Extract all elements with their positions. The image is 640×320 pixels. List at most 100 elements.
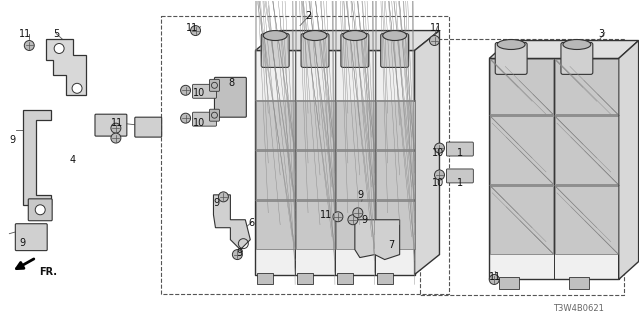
Bar	[489, 59, 619, 279]
Text: 7: 7	[388, 240, 394, 250]
Bar	[336, 101, 375, 149]
Text: 8: 8	[228, 78, 234, 88]
Circle shape	[232, 250, 243, 260]
Circle shape	[180, 113, 191, 123]
Circle shape	[489, 275, 499, 284]
Text: 9: 9	[19, 238, 26, 248]
Circle shape	[35, 205, 45, 215]
FancyBboxPatch shape	[28, 199, 52, 221]
FancyBboxPatch shape	[495, 43, 527, 74]
Polygon shape	[255, 31, 440, 51]
Polygon shape	[46, 38, 86, 95]
Circle shape	[24, 41, 35, 51]
Ellipse shape	[343, 31, 367, 41]
FancyBboxPatch shape	[297, 273, 313, 284]
FancyBboxPatch shape	[381, 34, 408, 68]
Circle shape	[111, 123, 121, 133]
Circle shape	[218, 192, 228, 202]
Text: 11: 11	[111, 118, 123, 128]
FancyBboxPatch shape	[209, 109, 220, 121]
Bar	[296, 101, 335, 149]
Text: 9: 9	[10, 135, 15, 145]
Circle shape	[191, 26, 200, 36]
Bar	[296, 151, 335, 199]
Text: 11: 11	[186, 23, 198, 33]
Circle shape	[111, 133, 121, 143]
FancyBboxPatch shape	[569, 277, 589, 289]
Bar	[490, 186, 553, 253]
Ellipse shape	[303, 31, 327, 41]
FancyBboxPatch shape	[209, 79, 220, 91]
Circle shape	[333, 212, 343, 222]
Text: FR.: FR.	[39, 267, 57, 276]
Circle shape	[54, 44, 64, 53]
Bar	[376, 151, 415, 199]
FancyBboxPatch shape	[447, 169, 474, 183]
FancyBboxPatch shape	[337, 273, 353, 284]
Circle shape	[72, 83, 82, 93]
Bar	[555, 116, 618, 184]
Text: 9: 9	[214, 198, 220, 208]
Text: 11: 11	[429, 23, 442, 33]
Bar	[555, 60, 618, 114]
FancyBboxPatch shape	[95, 114, 127, 136]
Text: 9: 9	[358, 190, 364, 200]
FancyBboxPatch shape	[15, 224, 47, 251]
FancyBboxPatch shape	[561, 43, 593, 74]
FancyBboxPatch shape	[499, 277, 519, 289]
Polygon shape	[489, 41, 639, 59]
FancyBboxPatch shape	[214, 77, 246, 117]
Circle shape	[353, 208, 363, 218]
FancyBboxPatch shape	[301, 34, 329, 68]
Bar	[420, 38, 623, 295]
FancyBboxPatch shape	[447, 142, 474, 156]
Text: 4: 4	[69, 155, 76, 165]
Bar	[336, 151, 375, 199]
Text: 10: 10	[431, 178, 444, 188]
Text: 10: 10	[193, 118, 205, 128]
Text: 5: 5	[53, 28, 60, 39]
Polygon shape	[415, 31, 440, 275]
Bar	[376, 101, 415, 149]
Text: 3: 3	[599, 28, 605, 39]
FancyBboxPatch shape	[261, 34, 289, 68]
Circle shape	[429, 36, 440, 45]
Text: 1: 1	[458, 178, 463, 188]
Bar	[490, 116, 553, 184]
Text: 2: 2	[305, 11, 311, 21]
FancyBboxPatch shape	[193, 84, 216, 98]
Bar	[296, 201, 335, 249]
Text: 9: 9	[362, 215, 368, 225]
Bar	[336, 201, 375, 249]
Bar	[376, 201, 415, 249]
FancyBboxPatch shape	[193, 112, 216, 126]
Bar	[490, 60, 553, 114]
Ellipse shape	[263, 31, 287, 41]
FancyBboxPatch shape	[135, 117, 162, 137]
Bar	[255, 51, 415, 275]
Ellipse shape	[497, 40, 525, 50]
Polygon shape	[214, 195, 250, 250]
Text: 11: 11	[489, 271, 502, 282]
Circle shape	[180, 85, 191, 95]
Text: T3W4B0621: T3W4B0621	[553, 304, 604, 313]
Polygon shape	[619, 41, 639, 279]
Bar	[256, 101, 295, 149]
Text: 6: 6	[248, 218, 255, 228]
Polygon shape	[23, 110, 51, 205]
FancyBboxPatch shape	[377, 273, 393, 284]
Text: 10: 10	[431, 148, 444, 158]
Ellipse shape	[383, 31, 406, 41]
Ellipse shape	[563, 40, 591, 50]
Bar	[256, 201, 295, 249]
Text: 11: 11	[320, 210, 332, 220]
Bar	[161, 16, 449, 294]
Circle shape	[348, 215, 358, 225]
Text: 11: 11	[19, 28, 31, 39]
Text: 10: 10	[193, 88, 205, 98]
FancyBboxPatch shape	[257, 273, 273, 284]
Circle shape	[435, 143, 444, 153]
FancyBboxPatch shape	[341, 34, 369, 68]
Text: 1: 1	[458, 148, 463, 158]
Text: 9: 9	[236, 248, 243, 258]
